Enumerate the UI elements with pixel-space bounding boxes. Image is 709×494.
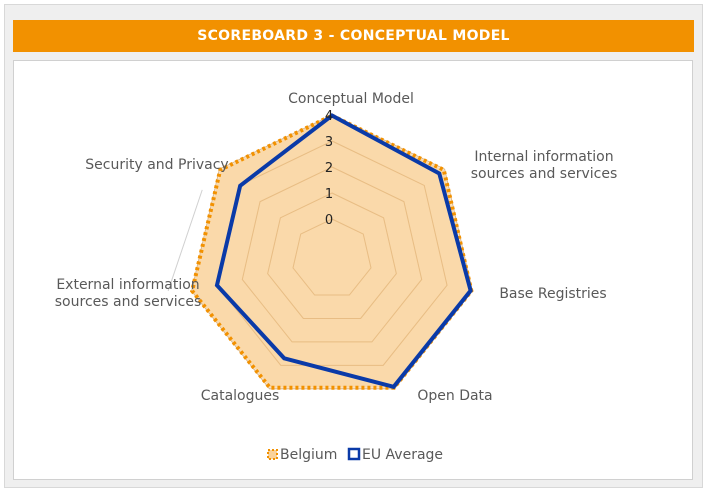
legend-eu-swatch xyxy=(347,447,361,461)
category-label-1: Internal information sources and services xyxy=(471,149,617,182)
tick-label-1: 1 xyxy=(325,187,333,202)
legend-belgium-label: Belgium xyxy=(280,447,337,463)
legend-belgium-swatch xyxy=(267,449,278,460)
tick-label-2: 2 xyxy=(325,161,333,176)
category-label-6: Security and Privacy xyxy=(85,157,228,173)
chart-title-banner: SCOREBOARD 3 - CONCEPTUAL MODEL xyxy=(13,20,694,52)
category-label-4: Catalogues xyxy=(201,388,280,404)
category-label-2: Base Registries xyxy=(499,286,606,302)
tick-label-3: 3 xyxy=(325,135,333,150)
series-belgium-area xyxy=(192,115,472,388)
axis-line-decor xyxy=(167,189,203,292)
tick-label-0: 0 xyxy=(325,213,333,228)
legend-eu-label: EU Average xyxy=(362,447,443,463)
grid-overlay-1 xyxy=(267,192,397,319)
category-label-3: Open Data xyxy=(417,388,492,404)
category-label-5: External information sources and services xyxy=(55,277,201,310)
tick-label-4: 4 xyxy=(325,109,333,124)
grid-overlay-2 xyxy=(241,166,423,343)
grid-overlay-0 xyxy=(292,218,372,296)
series-eu-average-line xyxy=(214,113,473,390)
series-belgium-line xyxy=(189,113,474,390)
category-label-0: Conceptual Model xyxy=(288,91,414,107)
